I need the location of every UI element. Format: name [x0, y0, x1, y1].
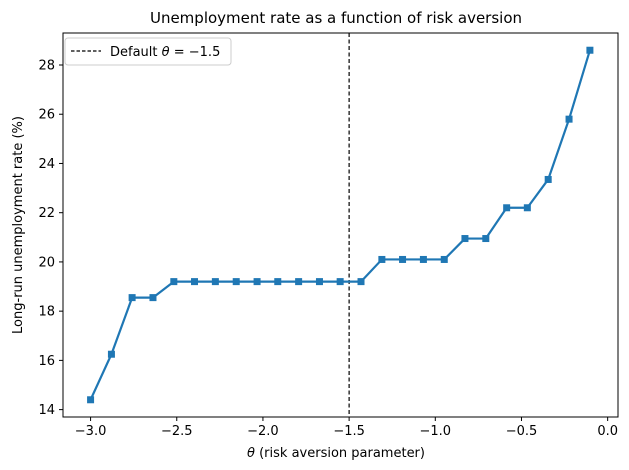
legend-entry-suffix: = −1.5 — [170, 45, 221, 60]
y-tick-label: 18 — [38, 305, 55, 320]
data-point — [482, 235, 490, 243]
x-axis-label-text: (risk aversion parameter) — [255, 446, 425, 461]
data-point — [149, 294, 157, 302]
data-point — [253, 278, 261, 286]
data-point — [440, 255, 448, 263]
data-point — [336, 278, 344, 286]
data-point — [295, 278, 303, 286]
data-point — [565, 115, 573, 123]
x-tick-label: −2.0 — [247, 424, 279, 439]
data-point — [274, 278, 282, 286]
data-point — [357, 278, 365, 286]
data-point — [128, 294, 136, 302]
data-point — [315, 278, 323, 286]
x-tick-label: −1.0 — [420, 424, 452, 439]
data-point — [211, 278, 219, 286]
data-point — [503, 204, 511, 212]
chart-title: Unemployment rate as a function of risk … — [150, 9, 522, 27]
x-tick-label: −2.5 — [161, 424, 193, 439]
legend-box — [64, 37, 232, 66]
data-point — [586, 46, 594, 54]
y-tick-label: 24 — [38, 157, 55, 172]
data-point — [419, 255, 427, 263]
x-tick-label: −3.0 — [75, 424, 107, 439]
plot-area: −3.0 −2.5 −2.0 −1.5 −1.0 −0.5 0.0 14 16 18 20 22 24 2… — [38, 33, 618, 439]
legend-entry-symbol: θ — [162, 45, 170, 60]
data-point — [544, 175, 552, 183]
y-tick-label: 26 — [38, 108, 55, 123]
data-point — [107, 350, 115, 358]
y-tick-label: 14 — [38, 403, 55, 418]
axes-frame — [62, 32, 619, 418]
y-tick-label: 28 — [38, 59, 55, 74]
y-tick-label: 22 — [38, 206, 55, 221]
legend-entry-label: Default θ = −1.5 — [110, 45, 220, 60]
legend: Default θ = −1.5 — [64, 37, 232, 66]
y-tick-label: 16 — [38, 354, 55, 369]
x-axis-label: θ (risk aversion parameter) — [247, 446, 425, 461]
data-point — [378, 255, 386, 263]
data-point — [399, 255, 407, 263]
data-point — [170, 278, 178, 286]
x-tick-label: −1.5 — [333, 424, 365, 439]
data-point — [87, 396, 95, 404]
series-line — [89, 49, 591, 401]
data-point — [461, 235, 469, 243]
y-axis-label: Long-run unemployment rate (%) — [11, 116, 26, 334]
x-axis-label-symbol: θ — [247, 446, 255, 461]
data-point — [232, 278, 240, 286]
data-point — [523, 204, 531, 212]
y-tick-label: 20 — [38, 255, 55, 270]
legend-entry-prefix: Default — [110, 45, 162, 60]
x-tick-label: 0.0 — [597, 424, 618, 439]
x-tick-label: −0.5 — [506, 424, 538, 439]
data-point — [191, 278, 199, 286]
